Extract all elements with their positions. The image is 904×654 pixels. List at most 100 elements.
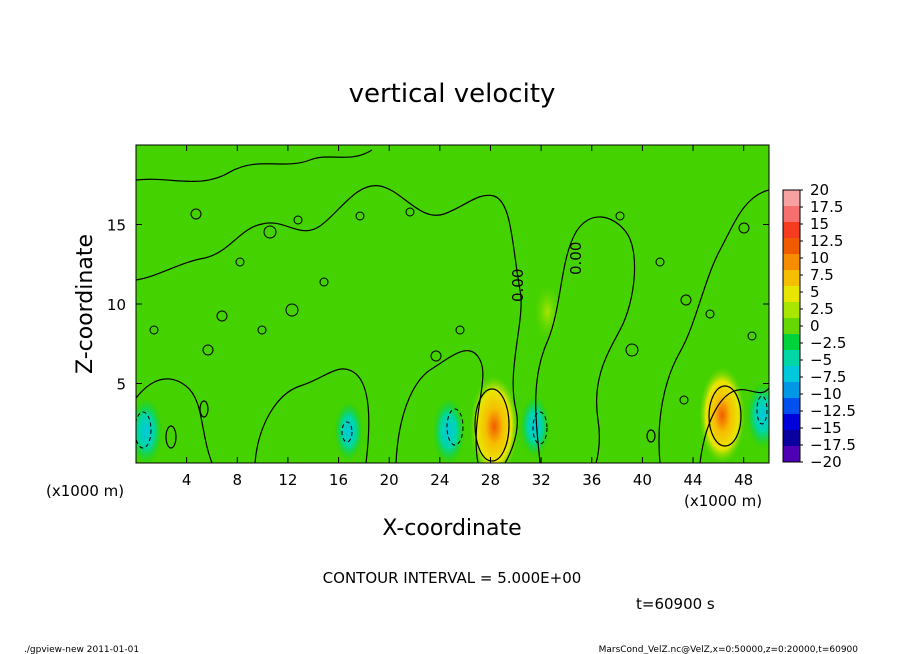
contour-value-label: 0.00 xyxy=(567,242,585,275)
x-axis-title: X-coordinate xyxy=(382,516,521,541)
contour-cell xyxy=(646,429,656,443)
x-tick-label: 48 xyxy=(734,471,753,489)
contour-loop xyxy=(625,343,639,357)
contour-loop xyxy=(149,325,159,335)
colorbar-swatch xyxy=(783,190,800,207)
colorbar-swatch xyxy=(783,398,800,415)
colorbar-swatch xyxy=(783,270,800,287)
colorbar-label: 5 xyxy=(810,283,820,301)
contour-value-label: 0.00 xyxy=(509,269,527,302)
contour-loop xyxy=(285,303,299,317)
contour-loop xyxy=(319,277,329,287)
updraft-region xyxy=(533,284,562,340)
contour-cell xyxy=(199,400,209,418)
x-tick-label: 16 xyxy=(329,471,348,489)
y-tick-label: 5 xyxy=(116,376,126,394)
contour-line xyxy=(136,185,522,463)
contour-loop xyxy=(405,207,415,217)
downdraft-region xyxy=(432,398,465,463)
contour-line xyxy=(254,368,370,463)
colorbar-label: 17.5 xyxy=(810,198,843,216)
colorbar-swatch xyxy=(783,222,800,239)
colorbar-swatch xyxy=(783,238,800,255)
colorbar-label: 10 xyxy=(810,249,829,267)
x-tick-label: 8 xyxy=(233,471,243,489)
colorbar-swatch xyxy=(783,446,800,463)
footer-left: ./gpview-new 2011-01-01 xyxy=(24,645,139,654)
contour-line xyxy=(535,216,636,463)
contour-loop xyxy=(655,257,665,267)
contour-cell xyxy=(474,388,510,462)
x-tick-label: 4 xyxy=(182,471,192,489)
contour-line xyxy=(699,387,769,463)
colorbar-label: −15 xyxy=(810,419,842,437)
x-tick-label: 28 xyxy=(481,471,500,489)
colorbar-label: −17.5 xyxy=(810,436,856,454)
contour-loop xyxy=(235,257,245,267)
contour-loop xyxy=(263,225,277,239)
negative-contour xyxy=(136,411,152,449)
contour-loop xyxy=(455,325,465,335)
colorbar-label: 15 xyxy=(810,215,829,233)
x-tick-label: 12 xyxy=(278,471,297,489)
contour-loop xyxy=(615,211,625,221)
updraft-region xyxy=(698,366,746,463)
downdraft-region xyxy=(136,398,163,463)
negative-contour xyxy=(756,395,768,425)
downdraft-region xyxy=(334,402,363,461)
negative-contour xyxy=(341,421,353,443)
x-axis-unit-left: (x1000 m) xyxy=(46,482,124,500)
colorbar-label: −20 xyxy=(810,453,842,471)
colorbar-swatch xyxy=(783,302,800,319)
colorbar-swatch xyxy=(783,430,800,447)
colorbar-label: 12.5 xyxy=(810,232,843,250)
x-axis: 4 8 12 16 20 24 28 32 36 40 44 48 xyxy=(182,145,753,489)
x-tick-label: 32 xyxy=(532,471,551,489)
colorbar-swatch xyxy=(783,206,800,223)
contour-loop xyxy=(430,350,442,362)
contour-loop xyxy=(738,222,750,234)
contour-loop xyxy=(257,325,267,335)
colorbar-swatch xyxy=(783,334,800,351)
colorbar-label: 20 xyxy=(810,181,829,199)
contour-loop xyxy=(202,344,214,356)
contour-loop xyxy=(679,395,689,405)
colorbar-label: 2.5 xyxy=(810,300,834,318)
contour-interval-text: CONTOUR INTERVAL = 5.000E+00 xyxy=(323,569,582,587)
contour-loop xyxy=(747,331,757,341)
y-tick-label: 15 xyxy=(107,217,126,235)
contour-value-labels: 0.00 0.00 xyxy=(509,242,585,302)
contour-loop xyxy=(705,309,715,319)
colorbar-label: −10 xyxy=(810,385,842,403)
x-tick-label: 44 xyxy=(683,471,702,489)
y-tick-label: 10 xyxy=(107,296,126,314)
contour-line xyxy=(136,149,373,183)
colorbar-swatch xyxy=(783,318,800,335)
colorbar-swatch xyxy=(783,350,800,367)
x-axis-unit-right: (x1000 m) xyxy=(684,492,762,510)
downdraft-region xyxy=(519,396,550,457)
y-axis-title: Z-coordinate xyxy=(73,234,98,374)
updraft-region xyxy=(469,375,519,463)
downdraft-region xyxy=(746,382,769,449)
plot-area: 0.00 0.00 xyxy=(135,144,770,464)
contour-line xyxy=(136,378,213,463)
colorbar-label: 7.5 xyxy=(810,266,834,284)
chart-title: vertical velocity xyxy=(349,79,556,109)
x-tick-label: 24 xyxy=(430,471,449,489)
negative-contour xyxy=(532,411,548,445)
contour-loop xyxy=(680,294,692,306)
x-tick-label: 40 xyxy=(633,471,652,489)
colorbar-label: −7.5 xyxy=(810,368,846,386)
contour-cell xyxy=(708,385,742,447)
colorbar-label: −2.5 xyxy=(810,334,846,352)
contour-cell xyxy=(165,425,177,449)
contour-lines xyxy=(136,149,769,463)
colorbar-swatch xyxy=(783,382,800,399)
y-axis: 5 10 15 xyxy=(107,217,769,394)
colorbar-swatch xyxy=(783,366,800,383)
negative-contour xyxy=(446,408,464,446)
time-text: t=60900 s xyxy=(636,595,715,613)
contour-line xyxy=(658,189,769,463)
